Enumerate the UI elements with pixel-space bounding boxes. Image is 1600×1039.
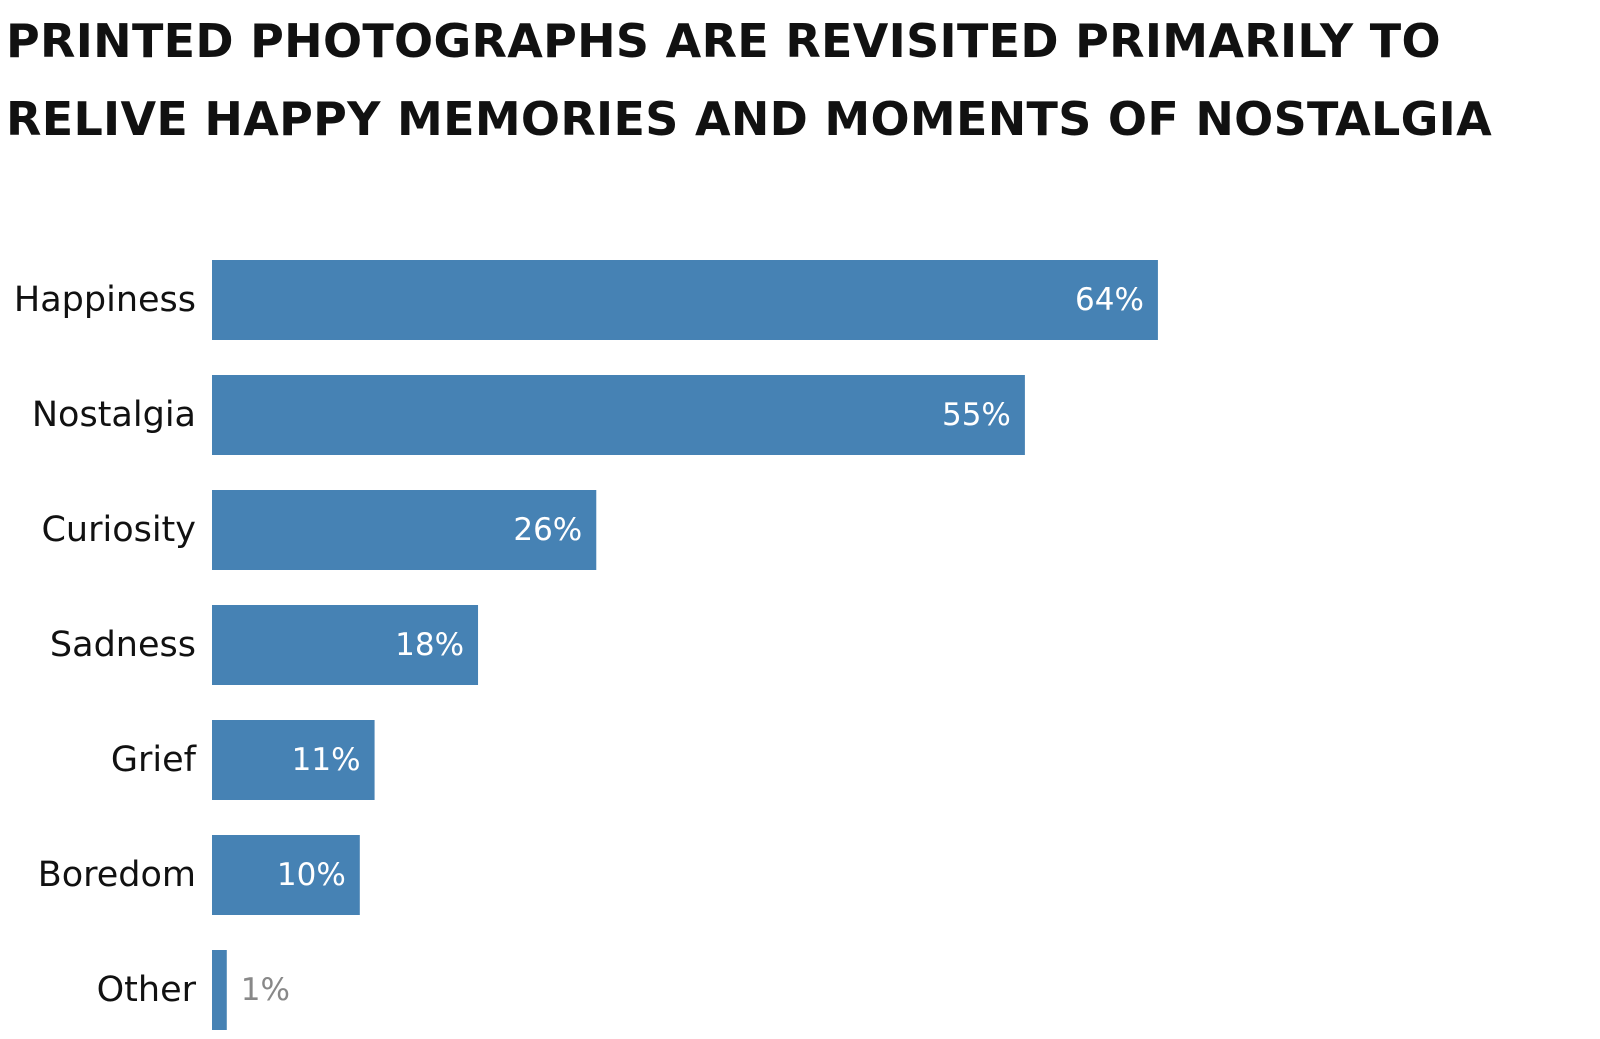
bar-boredom <box>212 835 360 915</box>
category-label-boredom: Boredom <box>38 855 196 895</box>
category-label-happiness: Happiness <box>14 280 196 320</box>
value-label-grief: 11% <box>292 742 361 778</box>
bar-sadness <box>212 605 479 685</box>
category-label-grief: Grief <box>111 740 197 780</box>
value-label-boredom: 10% <box>277 857 346 893</box>
bar-grief <box>212 720 375 800</box>
value-label-nostalgia: 55% <box>942 397 1011 433</box>
value-label-happiness: 64% <box>1075 282 1144 318</box>
category-label-nostalgia: Nostalgia <box>32 395 196 435</box>
bar-nostalgia <box>212 375 1025 455</box>
value-label-curiosity: 26% <box>513 512 582 548</box>
category-label-sadness: Sadness <box>50 625 196 665</box>
value-label-other: 1% <box>241 972 290 1008</box>
chart-title: PRINTED PHOTOGRAPHS ARE REVISITED PRIMAR… <box>6 2 1596 158</box>
category-label-other: Other <box>97 970 197 1010</box>
bar-curiosity <box>212 490 597 570</box>
category-label-curiosity: Curiosity <box>41 510 196 550</box>
chart-title-line-2: RELIVE HAPPY MEMORIES AND MOMENTS OF NOS… <box>6 92 1493 146</box>
bar-other <box>212 950 227 1030</box>
bar-happiness <box>212 260 1158 340</box>
value-label-sadness: 18% <box>395 627 464 663</box>
chart-title-line-1: PRINTED PHOTOGRAPHS ARE REVISITED PRIMAR… <box>6 14 1441 68</box>
